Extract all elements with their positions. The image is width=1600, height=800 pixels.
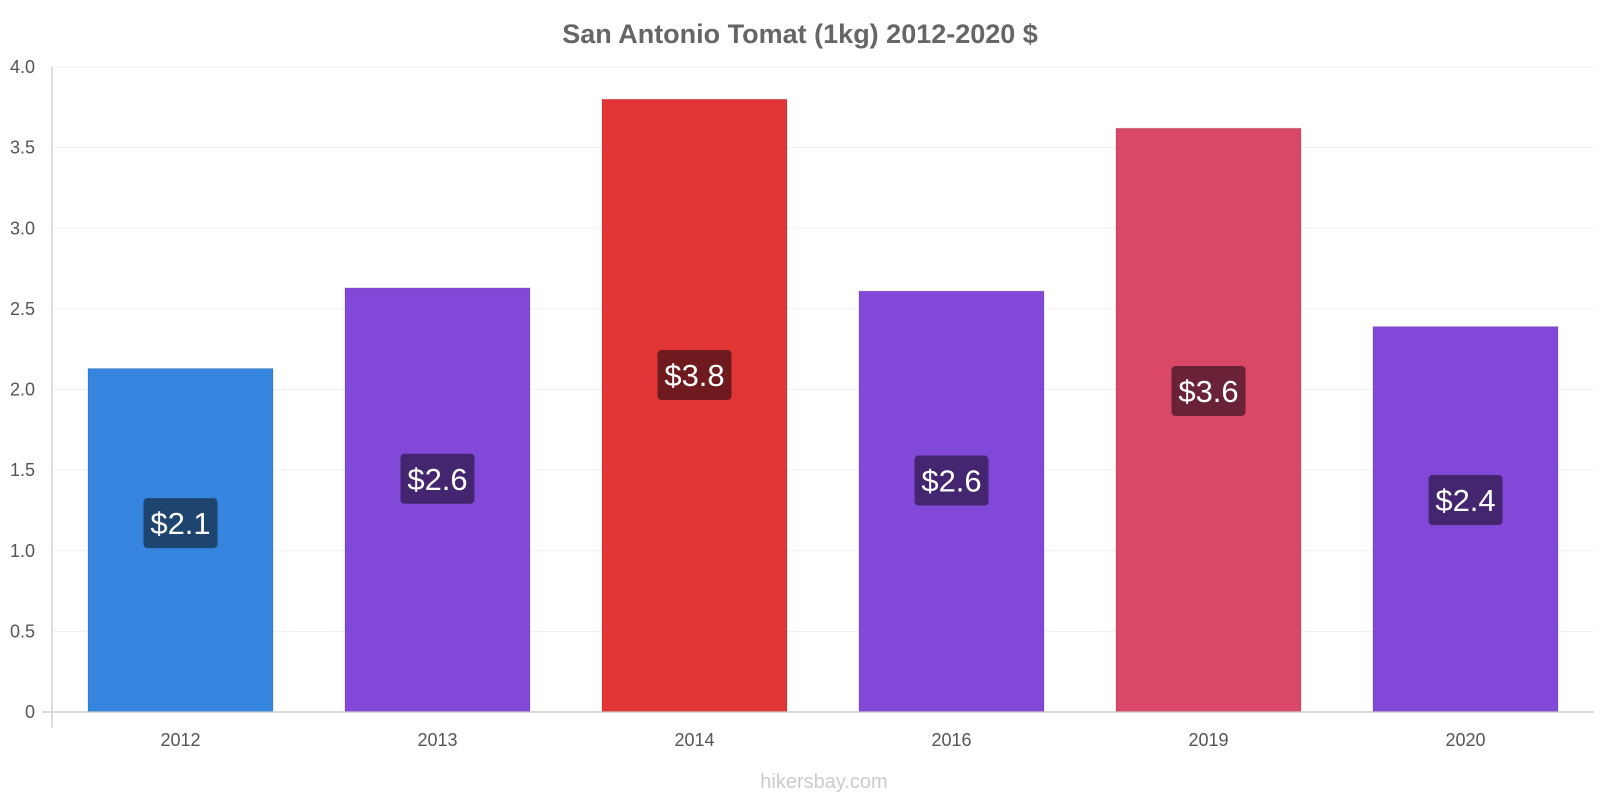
y-tick-label: 3.0 <box>10 218 35 238</box>
x-category-label: 2016 <box>931 730 971 750</box>
y-axis-tick-labels: 0 0.5 1.0 1.5 2.0 2.5 3.0 3.5 4.0 <box>10 57 35 722</box>
bar-2019[interactable] <box>1115 127 1302 713</box>
x-category-label: 2020 <box>1445 730 1485 750</box>
axes <box>42 67 1594 728</box>
chart-title: San Antonio Tomat (1kg) 2012-2020 $ <box>562 19 1038 49</box>
value-label: $2.1 <box>150 506 210 541</box>
x-category-label: 2019 <box>1188 730 1228 750</box>
value-label-box <box>143 498 218 549</box>
source-footer: hikersbay.com <box>760 771 887 793</box>
y-tick-label: 3.5 <box>10 138 35 158</box>
value-label: $2.6 <box>407 462 467 497</box>
value-label: $2.6 <box>921 464 981 499</box>
value-label-box <box>657 349 732 400</box>
value-label: $3.8 <box>664 358 724 393</box>
y-tick-label: 1.5 <box>10 460 35 480</box>
value-label-box <box>400 453 475 504</box>
value-label: $3.6 <box>1178 374 1238 409</box>
value-label-box <box>1428 475 1503 526</box>
value-label-box <box>1171 365 1246 416</box>
x-category-label: 2012 <box>160 730 200 750</box>
y-tick-label: 4.0 <box>10 57 35 77</box>
value-labels: $2.1 $2.6 $3.8 $2.6 $3.6 $2.4 <box>143 349 1503 549</box>
x-category-label: 2014 <box>674 730 714 750</box>
x-axis-category-labels: 2012 2013 2014 2016 2019 2020 <box>160 730 1485 750</box>
bars <box>87 98 1559 713</box>
bar-2014[interactable] <box>601 98 788 713</box>
y-tick-label: 2.5 <box>10 299 35 319</box>
y-tick-label: 0 <box>25 702 35 722</box>
y-tick-label: 0.5 <box>10 621 35 641</box>
grid-lines <box>52 66 1594 632</box>
y-tick-label: 2.0 <box>10 380 35 400</box>
value-label: $2.4 <box>1435 483 1495 518</box>
x-category-label: 2013 <box>417 730 457 750</box>
value-label-box <box>914 455 989 506</box>
y-tick-label: 1.0 <box>10 541 35 561</box>
